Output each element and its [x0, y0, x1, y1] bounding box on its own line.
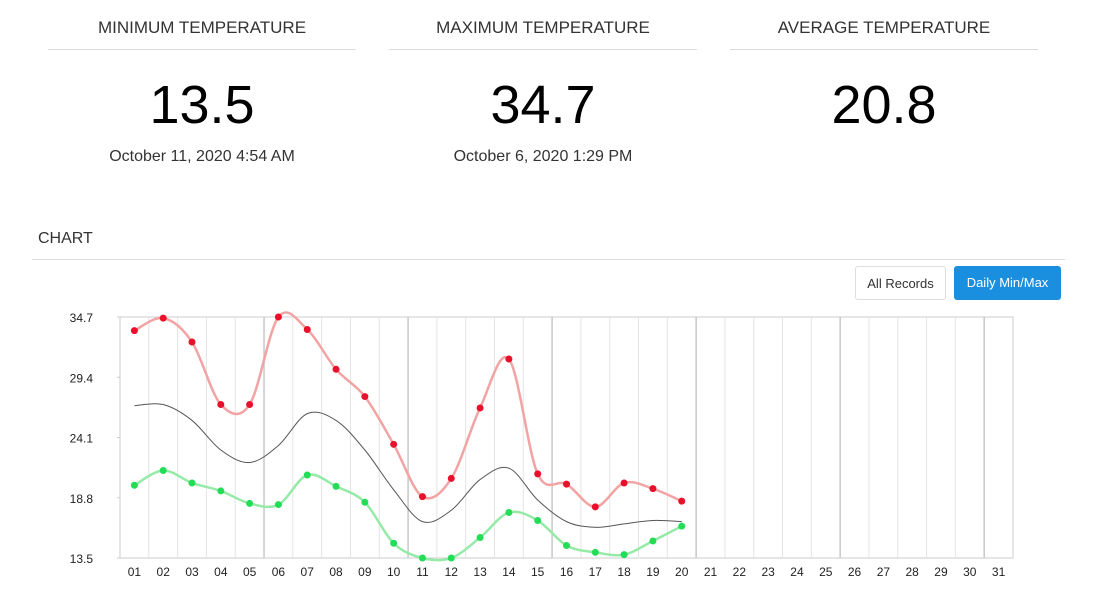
data-point: [332, 482, 340, 490]
data-point: [188, 479, 196, 487]
data-point: [159, 466, 167, 474]
x-tick-label: 30: [963, 565, 977, 579]
data-point: [534, 516, 542, 524]
y-tick-label: 18.8: [70, 492, 94, 506]
button[interactable]: Daily Min/Max: [954, 266, 1061, 300]
data-point: [217, 401, 225, 409]
x-tick-label: 28: [905, 565, 919, 579]
y-tick-label: 29.4: [70, 371, 94, 385]
data-point: [591, 503, 599, 511]
stat-title: MAXIMUM TEMPERATURE: [389, 18, 697, 50]
stat-date: October 6, 2020 1:29 PM: [453, 148, 633, 165]
data-point: [332, 365, 340, 373]
data-point: [447, 474, 455, 482]
data-point: [303, 326, 311, 334]
data-point: [649, 537, 657, 545]
x-tick-label: 26: [848, 565, 862, 579]
data-point: [505, 355, 513, 363]
x-tick-label: 01: [128, 565, 142, 579]
data-point: [563, 480, 570, 488]
x-tick-label: 19: [646, 565, 660, 579]
stat-title: AVERAGE TEMPERATURE: [730, 18, 1038, 50]
x-tick-label: 25: [819, 565, 833, 579]
x-tick-label: 29: [934, 565, 948, 579]
data-point: [649, 485, 657, 493]
stat-value: 13.5: [149, 75, 255, 135]
data-point: [390, 539, 398, 547]
x-tick-label: 21: [704, 565, 718, 579]
data-point: [678, 497, 686, 505]
series-line: [133, 311, 683, 509]
data-point: [563, 541, 570, 549]
data-point: [447, 554, 455, 562]
stat-value: 20.8: [831, 75, 937, 135]
stat-avg: AVERAGE TEMPERATURE 20.8: [730, 18, 1038, 136]
x-tick-label: 04: [214, 565, 228, 579]
data-point: [505, 509, 513, 517]
data-point: [591, 548, 599, 556]
data-point: [620, 551, 628, 559]
x-tick-label: 09: [358, 565, 372, 579]
x-tick-label: 11: [416, 565, 429, 579]
data-point: [476, 534, 484, 542]
x-tick-label: 17: [589, 565, 603, 579]
x-tick-label: 02: [157, 565, 171, 579]
chart: 13.5 18.8 24.1 29.4 34.7 01 02 03 04 05 06 07 08 09 10…: [70, 311, 1014, 579]
data-point: [130, 327, 138, 335]
x-tick-label: 31: [992, 565, 1006, 579]
x-tick-label: 27: [877, 565, 891, 579]
x-tick-label: 18: [617, 565, 631, 579]
y-tick-label: 24.1: [70, 432, 94, 446]
data-point: [303, 471, 311, 479]
x-tick-label: 15: [531, 565, 545, 579]
data-point: [246, 401, 254, 409]
data-point: [534, 470, 542, 478]
stat-date: October 11, 2020 4:54 AM: [109, 148, 295, 165]
x-tick-label: 24: [790, 565, 804, 579]
divider: [32, 259, 1065, 260]
data-point: [361, 498, 369, 506]
stat-title: MINIMUM TEMPERATURE: [48, 18, 356, 50]
stat-max: MAXIMUM TEMPERATURE 34.7 October 6, 2020…: [389, 18, 697, 166]
data-point: [246, 499, 254, 507]
data-point: [159, 314, 167, 322]
x-tick-label: 08: [329, 565, 343, 579]
x-tick-label: 03: [185, 565, 199, 579]
x-tick-label: 06: [272, 565, 286, 579]
data-point: [274, 313, 282, 321]
data-point: [130, 481, 138, 489]
data-point: [476, 404, 484, 412]
data-point: [361, 393, 369, 401]
x-tick-label: 12: [445, 565, 459, 579]
button[interactable]: All Records: [855, 266, 946, 300]
x-tick-label: 13: [473, 565, 487, 579]
data-point: [188, 338, 196, 346]
data-point: [418, 493, 426, 501]
x-tick-label: 22: [733, 565, 747, 579]
y-tick-label: 34.7: [70, 311, 94, 325]
data-point: [678, 522, 686, 530]
x-tick-label: 16: [560, 565, 574, 579]
data-point: [274, 501, 282, 509]
x-tick-label: 10: [387, 565, 401, 579]
stat-value: 34.7: [490, 75, 596, 135]
data-point: [620, 479, 628, 487]
y-tick-label: 13.5: [70, 552, 94, 566]
section-title: CHART: [38, 230, 93, 247]
data-point: [390, 440, 398, 448]
stat-min: MINIMUM TEMPERATURE 13.5 October 11, 202…: [48, 18, 356, 166]
x-tick-label: 14: [502, 565, 516, 579]
x-tick-label: 05: [243, 565, 257, 579]
x-tick-label: 23: [761, 565, 775, 579]
series-line: [134, 403, 682, 528]
x-tick-label: 20: [675, 565, 689, 579]
data-point: [418, 554, 426, 562]
x-tick-label: 07: [301, 565, 315, 579]
data-point: [217, 487, 225, 495]
